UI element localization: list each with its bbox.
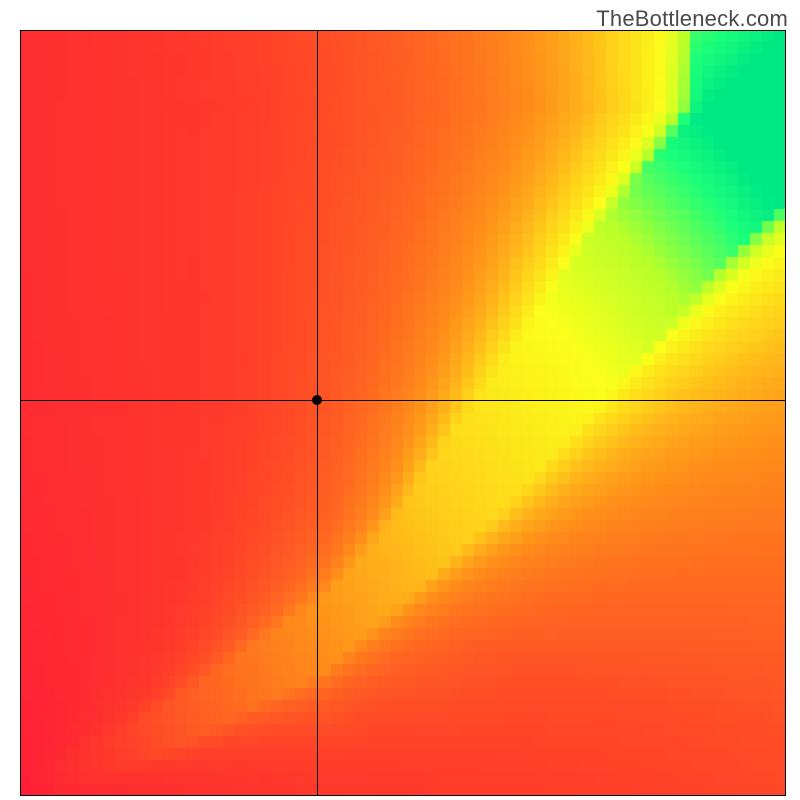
crosshair-vertical <box>317 30 318 796</box>
heatmap-canvas <box>20 30 786 796</box>
chart-container: TheBottleneck.com <box>0 0 800 800</box>
crosshair-horizontal <box>20 400 786 401</box>
heatmap-plot <box>20 30 786 796</box>
watermark-text: TheBottleneck.com <box>596 6 788 32</box>
crosshair-marker-dot <box>312 395 322 405</box>
